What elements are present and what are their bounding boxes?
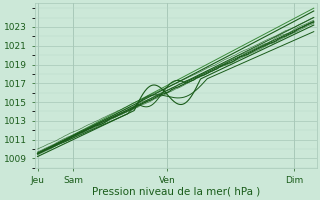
X-axis label: Pression niveau de la mer( hPa ): Pression niveau de la mer( hPa ): [92, 187, 260, 197]
